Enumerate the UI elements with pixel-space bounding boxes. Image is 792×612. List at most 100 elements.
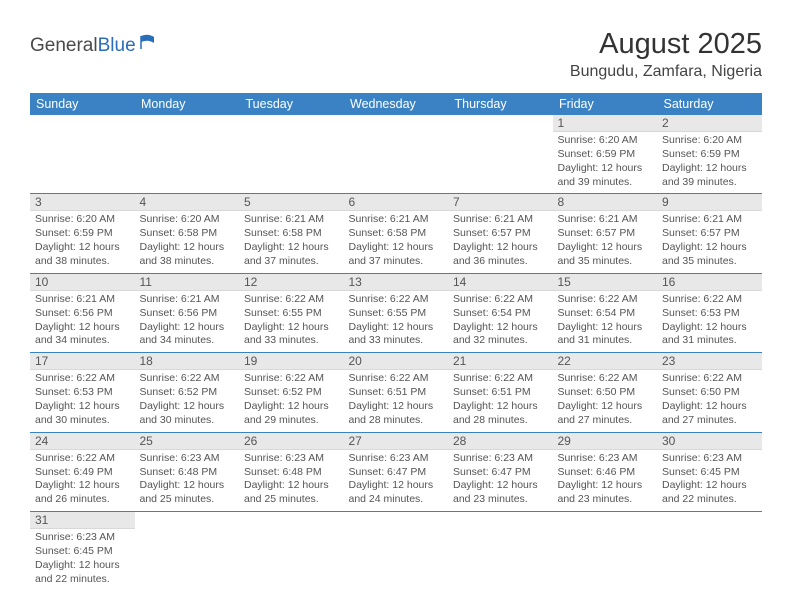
day-number: 15 bbox=[553, 274, 658, 291]
weekday-header: Sunday bbox=[30, 93, 135, 115]
empty-cell bbox=[239, 115, 344, 194]
logo-text-general: General bbox=[30, 35, 98, 56]
empty-cell bbox=[448, 115, 553, 194]
day-cell: 20Sunrise: 6:22 AMSunset: 6:51 PMDayligh… bbox=[344, 353, 449, 432]
day-info: Sunrise: 6:21 AMSunset: 6:58 PMDaylight:… bbox=[344, 211, 449, 272]
day-cell: 27Sunrise: 6:23 AMSunset: 6:47 PMDayligh… bbox=[344, 432, 449, 511]
day-cell: 9Sunrise: 6:21 AMSunset: 6:57 PMDaylight… bbox=[657, 194, 762, 273]
day-number: 24 bbox=[30, 433, 135, 450]
day-cell: 30Sunrise: 6:23 AMSunset: 6:45 PMDayligh… bbox=[657, 432, 762, 511]
day-cell: 14Sunrise: 6:22 AMSunset: 6:54 PMDayligh… bbox=[448, 273, 553, 352]
weekday-header: Friday bbox=[553, 93, 658, 115]
day-cell: 10Sunrise: 6:21 AMSunset: 6:56 PMDayligh… bbox=[30, 273, 135, 352]
day-info: Sunrise: 6:23 AMSunset: 6:48 PMDaylight:… bbox=[135, 450, 240, 511]
day-info: Sunrise: 6:21 AMSunset: 6:56 PMDaylight:… bbox=[30, 291, 135, 352]
day-cell: 24Sunrise: 6:22 AMSunset: 6:49 PMDayligh… bbox=[30, 432, 135, 511]
empty-cell bbox=[657, 512, 762, 591]
day-number: 25 bbox=[135, 433, 240, 450]
day-cell: 6Sunrise: 6:21 AMSunset: 6:58 PMDaylight… bbox=[344, 194, 449, 273]
day-info: Sunrise: 6:23 AMSunset: 6:46 PMDaylight:… bbox=[553, 450, 658, 511]
logo-text: GeneralBlue bbox=[30, 35, 136, 57]
weekday-header: Thursday bbox=[448, 93, 553, 115]
day-cell: 25Sunrise: 6:23 AMSunset: 6:48 PMDayligh… bbox=[135, 432, 240, 511]
day-info: Sunrise: 6:22 AMSunset: 6:50 PMDaylight:… bbox=[553, 370, 658, 431]
day-number: 10 bbox=[30, 274, 135, 291]
title-block: August 2025 Bungudu, Zamfara, Nigeria bbox=[570, 28, 762, 81]
day-info: Sunrise: 6:21 AMSunset: 6:56 PMDaylight:… bbox=[135, 291, 240, 352]
day-info: Sunrise: 6:21 AMSunset: 6:57 PMDaylight:… bbox=[448, 211, 553, 272]
day-number: 5 bbox=[239, 194, 344, 211]
weekday-header: Monday bbox=[135, 93, 240, 115]
day-info: Sunrise: 6:22 AMSunset: 6:55 PMDaylight:… bbox=[239, 291, 344, 352]
day-number: 21 bbox=[448, 353, 553, 370]
day-info: Sunrise: 6:22 AMSunset: 6:54 PMDaylight:… bbox=[448, 291, 553, 352]
calendar-table: SundayMondayTuesdayWednesdayThursdayFrid… bbox=[30, 93, 762, 591]
day-cell: 28Sunrise: 6:23 AMSunset: 6:47 PMDayligh… bbox=[448, 432, 553, 511]
calendar-row: 24Sunrise: 6:22 AMSunset: 6:49 PMDayligh… bbox=[30, 432, 762, 511]
day-number: 8 bbox=[553, 194, 658, 211]
day-number: 30 bbox=[657, 433, 762, 450]
day-cell: 2Sunrise: 6:20 AMSunset: 6:59 PMDaylight… bbox=[657, 115, 762, 194]
calendar-head: SundayMondayTuesdayWednesdayThursdayFrid… bbox=[30, 93, 762, 115]
day-cell: 23Sunrise: 6:22 AMSunset: 6:50 PMDayligh… bbox=[657, 353, 762, 432]
weekday-row: SundayMondayTuesdayWednesdayThursdayFrid… bbox=[30, 93, 762, 115]
day-number: 9 bbox=[657, 194, 762, 211]
day-info: Sunrise: 6:23 AMSunset: 6:45 PMDaylight:… bbox=[657, 450, 762, 511]
day-cell: 26Sunrise: 6:23 AMSunset: 6:48 PMDayligh… bbox=[239, 432, 344, 511]
day-info: Sunrise: 6:22 AMSunset: 6:52 PMDaylight:… bbox=[239, 370, 344, 431]
header: GeneralBlue August 2025 Bungudu, Zamfara… bbox=[30, 28, 762, 81]
weekday-header: Tuesday bbox=[239, 93, 344, 115]
day-info: Sunrise: 6:23 AMSunset: 6:45 PMDaylight:… bbox=[30, 529, 135, 590]
day-number: 6 bbox=[344, 194, 449, 211]
day-info: Sunrise: 6:22 AMSunset: 6:51 PMDaylight:… bbox=[344, 370, 449, 431]
day-number: 19 bbox=[239, 353, 344, 370]
day-cell: 12Sunrise: 6:22 AMSunset: 6:55 PMDayligh… bbox=[239, 273, 344, 352]
day-info: Sunrise: 6:22 AMSunset: 6:52 PMDaylight:… bbox=[135, 370, 240, 431]
day-cell: 21Sunrise: 6:22 AMSunset: 6:51 PMDayligh… bbox=[448, 353, 553, 432]
day-number: 2 bbox=[657, 115, 762, 132]
calendar-body: 1Sunrise: 6:20 AMSunset: 6:59 PMDaylight… bbox=[30, 115, 762, 591]
day-info: Sunrise: 6:22 AMSunset: 6:50 PMDaylight:… bbox=[657, 370, 762, 431]
flag-icon bbox=[140, 34, 162, 55]
day-number: 20 bbox=[344, 353, 449, 370]
day-cell: 16Sunrise: 6:22 AMSunset: 6:53 PMDayligh… bbox=[657, 273, 762, 352]
day-number: 16 bbox=[657, 274, 762, 291]
location: Bungudu, Zamfara, Nigeria bbox=[570, 63, 762, 81]
day-number: 17 bbox=[30, 353, 135, 370]
logo: GeneralBlue bbox=[30, 28, 162, 57]
day-info: Sunrise: 6:22 AMSunset: 6:49 PMDaylight:… bbox=[30, 450, 135, 511]
day-number: 7 bbox=[448, 194, 553, 211]
weekday-header: Saturday bbox=[657, 93, 762, 115]
day-number: 18 bbox=[135, 353, 240, 370]
day-number: 3 bbox=[30, 194, 135, 211]
empty-cell bbox=[344, 115, 449, 194]
day-cell: 11Sunrise: 6:21 AMSunset: 6:56 PMDayligh… bbox=[135, 273, 240, 352]
logo-text-blue: Blue bbox=[98, 35, 136, 56]
empty-cell bbox=[30, 115, 135, 194]
day-info: Sunrise: 6:23 AMSunset: 6:48 PMDaylight:… bbox=[239, 450, 344, 511]
calendar-page: GeneralBlue August 2025 Bungudu, Zamfara… bbox=[0, 0, 792, 611]
day-info: Sunrise: 6:22 AMSunset: 6:54 PMDaylight:… bbox=[553, 291, 658, 352]
day-cell: 8Sunrise: 6:21 AMSunset: 6:57 PMDaylight… bbox=[553, 194, 658, 273]
day-info: Sunrise: 6:22 AMSunset: 6:51 PMDaylight:… bbox=[448, 370, 553, 431]
day-cell: 3Sunrise: 6:20 AMSunset: 6:59 PMDaylight… bbox=[30, 194, 135, 273]
empty-cell bbox=[239, 512, 344, 591]
empty-cell bbox=[135, 115, 240, 194]
empty-cell bbox=[344, 512, 449, 591]
day-info: Sunrise: 6:23 AMSunset: 6:47 PMDaylight:… bbox=[448, 450, 553, 511]
day-cell: 22Sunrise: 6:22 AMSunset: 6:50 PMDayligh… bbox=[553, 353, 658, 432]
day-number: 23 bbox=[657, 353, 762, 370]
day-number: 14 bbox=[448, 274, 553, 291]
day-info: Sunrise: 6:22 AMSunset: 6:53 PMDaylight:… bbox=[30, 370, 135, 431]
empty-cell bbox=[135, 512, 240, 591]
empty-cell bbox=[553, 512, 658, 591]
day-info: Sunrise: 6:22 AMSunset: 6:53 PMDaylight:… bbox=[657, 291, 762, 352]
day-info: Sunrise: 6:20 AMSunset: 6:58 PMDaylight:… bbox=[135, 211, 240, 272]
calendar-row: 10Sunrise: 6:21 AMSunset: 6:56 PMDayligh… bbox=[30, 273, 762, 352]
day-cell: 13Sunrise: 6:22 AMSunset: 6:55 PMDayligh… bbox=[344, 273, 449, 352]
day-number: 22 bbox=[553, 353, 658, 370]
day-cell: 4Sunrise: 6:20 AMSunset: 6:58 PMDaylight… bbox=[135, 194, 240, 273]
day-cell: 29Sunrise: 6:23 AMSunset: 6:46 PMDayligh… bbox=[553, 432, 658, 511]
day-number: 11 bbox=[135, 274, 240, 291]
day-cell: 5Sunrise: 6:21 AMSunset: 6:58 PMDaylight… bbox=[239, 194, 344, 273]
